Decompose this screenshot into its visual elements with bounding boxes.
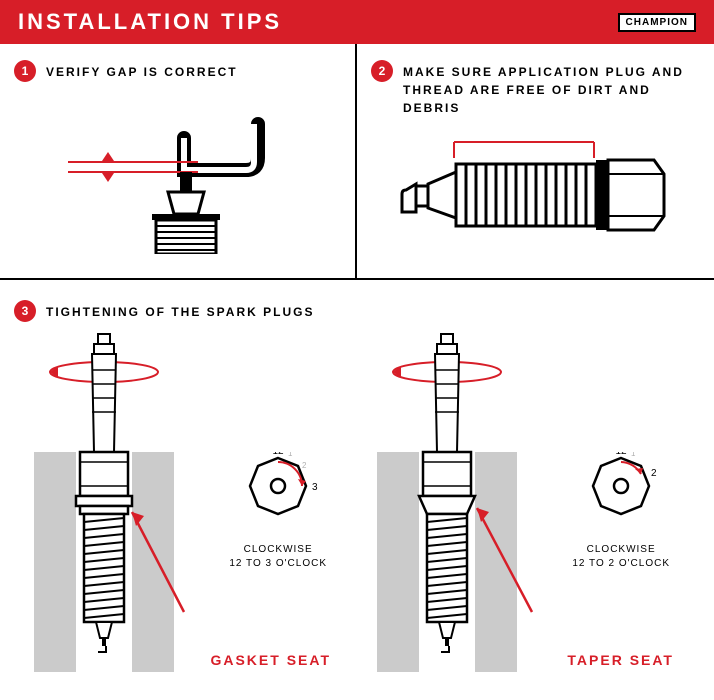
gasket-clock: 12 3 1 2 CLOCKWISE 12 TO 3 O'CLOCK [229, 452, 327, 571]
gasket-seat-label: GASKET SEAT [210, 652, 331, 668]
svg-text:2: 2 [651, 468, 657, 479]
step-2-text: Make sure application plug and thread ar… [403, 60, 700, 117]
tightening-row: 12 3 1 2 CLOCKWISE 12 TO 3 O'CLOCK GASKE… [14, 332, 700, 692]
svg-text:12: 12 [616, 452, 628, 457]
step-3-line: 3 Tightening of the spark plugs [14, 300, 700, 322]
plug-gap-illustration [68, 114, 288, 259]
panel-verify-gap: 1 Verify gap is correct [0, 44, 357, 278]
dial-3: 3 [312, 482, 318, 493]
header-bar: INSTALLATION TIPS CHAMPION [0, 0, 714, 44]
taper-clock-l2: 12 TO 2 O'CLOCK [572, 557, 670, 571]
dial-12: 12 [273, 452, 285, 457]
step-3-text: Tightening of the spark plugs [46, 300, 314, 321]
step-3-badge: 3 [14, 300, 36, 322]
gasket-seat-block: 12 3 1 2 CLOCKWISE 12 TO 3 O'CLOCK GASKE… [14, 332, 357, 692]
gasket-clock-l1: CLOCKWISE [229, 543, 327, 557]
step-1-badge: 1 [14, 60, 36, 82]
panel-clean-thread: 2 Make sure application plug and thread … [357, 44, 714, 278]
step-2-badge: 2 [371, 60, 393, 82]
plug-thread-illustration [396, 134, 676, 249]
step-2-line: 2 Make sure application plug and thread … [371, 60, 700, 117]
taper-clock: 12 2 1 CLOCKWISE 12 TO 2 O'CLOCK [572, 452, 670, 571]
svg-text:1: 1 [288, 452, 293, 458]
step-1-line: 1 Verify gap is correct [14, 60, 341, 82]
taper-seat-block: 12 2 1 CLOCKWISE 12 TO 2 O'CLOCK TAPER S… [357, 332, 700, 692]
gasket-clock-l2: 12 TO 3 O'CLOCK [229, 557, 327, 571]
taper-clock-l1: CLOCKWISE [572, 543, 670, 557]
svg-text:1: 1 [631, 452, 636, 458]
step-1-text: Verify gap is correct [46, 60, 238, 81]
taper-seat-label: TAPER SEAT [567, 652, 674, 668]
brand-badge: CHAMPION [618, 13, 696, 32]
panel-tightening: 3 Tightening of the spark plugs [0, 280, 714, 700]
top-row: 1 Verify gap is correct [0, 44, 714, 278]
header-title: INSTALLATION TIPS [18, 9, 282, 35]
svg-text:2: 2 [302, 461, 307, 470]
